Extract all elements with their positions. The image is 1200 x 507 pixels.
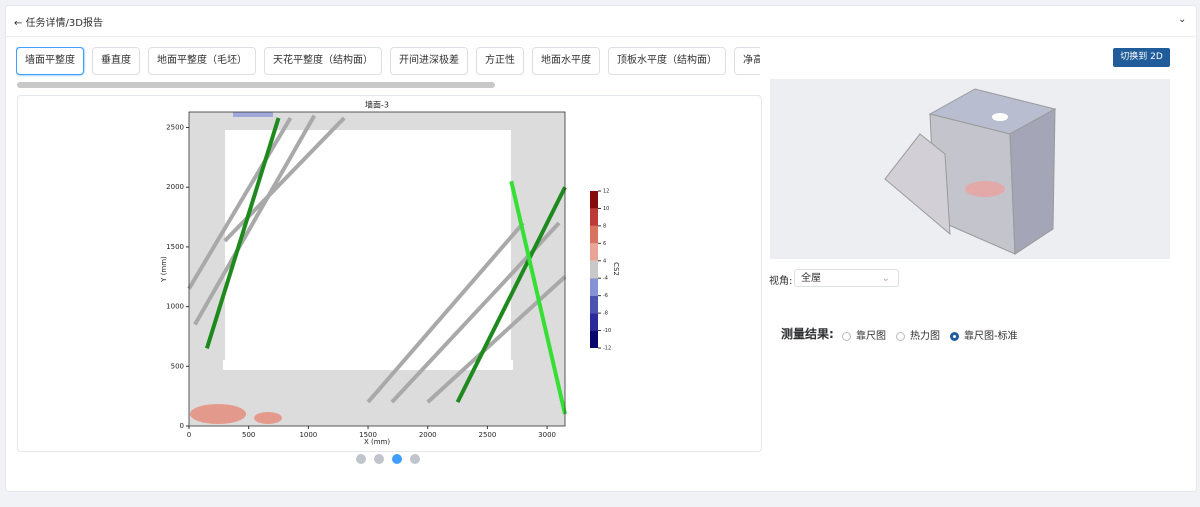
y-tick-label: 1500 xyxy=(166,243,184,251)
colorbar-tick-label: -6 xyxy=(603,293,608,299)
plot-frame xyxy=(188,111,566,427)
x-tick-label: 1000 xyxy=(299,431,317,439)
tab-bar: 墙面平整度 垂直度 地面平整度（毛坯） 天花平整度（结构面） 开间进深极差 方正性 地面水平… xyxy=(16,47,760,77)
heat-spot xyxy=(965,181,1005,197)
colorbar-tick-label: 8 xyxy=(603,223,606,229)
switch-button[interactable]: 切换到 2D xyxy=(1113,48,1170,67)
view-value: 全屋 xyxy=(801,273,821,284)
colorbar-segment xyxy=(590,243,598,261)
ruler-line xyxy=(366,221,525,404)
tab[interactable]: 地面水平度 xyxy=(532,47,600,75)
model-door xyxy=(884,133,951,236)
ruler-line xyxy=(187,116,293,290)
dot[interactable] xyxy=(356,454,366,464)
radio[interactable] xyxy=(950,332,959,341)
colorbar-tick-label: 10 xyxy=(603,206,609,212)
result-label: 测量结果: xyxy=(781,327,834,341)
radio-label: 靠尺图-标准 xyxy=(964,331,1018,342)
tab[interactable]: 方正性 xyxy=(476,47,524,75)
colorbar-segment xyxy=(590,278,598,296)
colorbar-segment xyxy=(590,260,598,279)
chart-title: 墙面-3 xyxy=(365,100,389,110)
x-tick-label: 1500 xyxy=(359,431,377,439)
radio-label: 靠尺图 xyxy=(856,331,886,342)
colorbar-segment xyxy=(590,208,598,226)
colorbar-segment xyxy=(590,313,598,331)
tab[interactable]: 天花平整度（结构面） xyxy=(264,47,382,75)
header: ← 任务详情/3D报告 ⌄ xyxy=(6,6,1196,37)
y-tick-label: 2500 xyxy=(166,124,184,132)
dot[interactable] xyxy=(374,454,384,464)
colorbar-segment xyxy=(590,330,598,348)
colorbar-segment xyxy=(590,191,598,209)
ruler-line xyxy=(204,117,281,349)
x-axis-label: X (mm) xyxy=(364,438,390,446)
result-options: 靠尺图 热力图 靠尺图-标准 xyxy=(842,327,1028,342)
chart-panel: 墙面-3 X (mm) Y (mm) CS2 0 500 1000 1500 2000 2… xyxy=(17,95,762,452)
heat-spot xyxy=(190,404,246,424)
radio[interactable] xyxy=(896,332,905,341)
colorbar-label: CS2 xyxy=(612,262,620,276)
y-tick-label: 500 xyxy=(171,362,184,370)
colorbar-tick-label: -4 xyxy=(603,276,608,282)
y-tick-label: 2000 xyxy=(166,183,184,191)
tab[interactable]: 垂直度 xyxy=(92,47,140,75)
tab[interactable]: 净高 xyxy=(734,47,760,75)
title: 任务详情/3D报告 xyxy=(25,18,103,29)
pager xyxy=(356,454,428,467)
colorbar-tick-label: -8 xyxy=(603,311,608,317)
radio-label: 热力图 xyxy=(910,331,940,342)
dot[interactable] xyxy=(392,454,402,464)
radio-option[interactable]: 靠尺图 xyxy=(842,327,886,342)
x-tick-label: 2000 xyxy=(419,431,437,439)
y-tick-label: 0 xyxy=(180,422,184,430)
ruler-line xyxy=(509,180,567,415)
x-tick-label: 2500 xyxy=(478,431,496,439)
radio[interactable] xyxy=(842,332,851,341)
scrollbar[interactable] xyxy=(17,82,495,88)
view-label: 视角: xyxy=(769,276,793,287)
tab[interactable]: 开间进深极差 xyxy=(390,47,468,75)
colorbar-tick-label: 4 xyxy=(603,258,606,264)
heat-spot xyxy=(233,112,273,117)
model-face xyxy=(1009,108,1056,255)
ruler-line xyxy=(426,275,567,404)
radio-option[interactable]: 热力图 xyxy=(896,327,940,342)
ruler-line xyxy=(193,114,317,326)
heat-spot xyxy=(254,412,282,424)
x-tick-label: 500 xyxy=(242,431,255,439)
tab[interactable]: 地面平整度（毛坯） xyxy=(148,47,256,75)
radio-option[interactable]: 靠尺图-标准 xyxy=(950,327,1018,342)
colorbar-tick-label: 12 xyxy=(603,189,609,195)
x-tick-label: 3000 xyxy=(538,431,556,439)
colorbar-segment xyxy=(590,225,598,244)
x-tick-label: 0 xyxy=(187,431,191,439)
wall-area xyxy=(225,130,511,366)
colorbar-tick-label: -10 xyxy=(603,328,611,334)
view-select[interactable]: 全屋 ⌄ xyxy=(794,269,899,287)
tab[interactable]: 墙面平整度 xyxy=(16,47,84,75)
wall-area xyxy=(223,360,513,370)
tab[interactable]: 顶板水平度（结构面） xyxy=(608,47,726,75)
y-tick-label: 1000 xyxy=(166,303,184,311)
ruler-line xyxy=(455,186,567,404)
dot[interactable] xyxy=(410,454,420,464)
chart: 墙面-3 X (mm) Y (mm) CS2 0 500 1000 1500 2000 2… xyxy=(160,100,620,447)
light xyxy=(992,113,1008,121)
3d-view[interactable] xyxy=(770,79,1170,259)
colorbar-tick-label: 6 xyxy=(603,241,606,247)
model xyxy=(884,88,1057,255)
back-title[interactable]: ← 任务详情/3D报告 xyxy=(14,18,103,29)
y-axis-label: Y (mm) xyxy=(160,256,168,283)
colorbar-tick-label: -12 xyxy=(603,346,611,352)
colorbar-segment xyxy=(590,295,598,314)
